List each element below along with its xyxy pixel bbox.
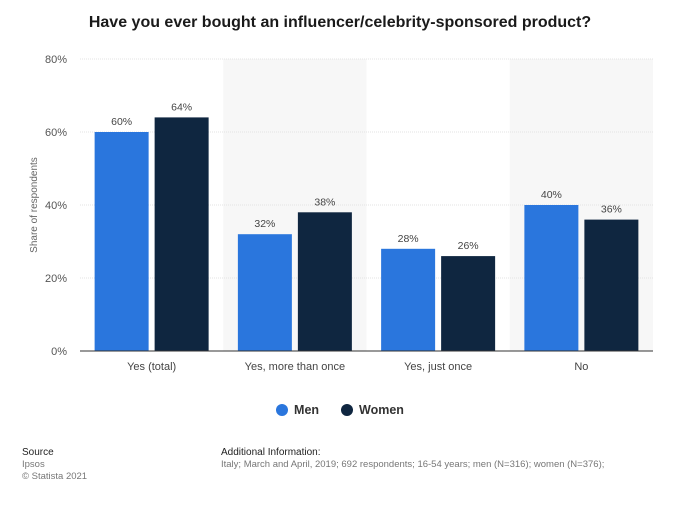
bar-women (584, 219, 639, 351)
legend-label-women: Women (359, 403, 404, 417)
y-tick-label: 20% (45, 273, 67, 285)
additional-info-block: Additional Information: Italy; March and… (221, 447, 604, 471)
y-tick-label: 60% (45, 127, 67, 139)
bar-men (524, 205, 579, 351)
bar-men (94, 132, 149, 351)
legend-item-women[interactable]: Women (341, 403, 404, 417)
additional-info-heading: Additional Information: (221, 447, 321, 458)
data-label: 38% (314, 196, 335, 208)
chart-title: Have you ever bought an influencer/celeb… (88, 14, 592, 31)
chart-legend: Men Women (0, 403, 680, 417)
bar-men (381, 248, 436, 351)
legend-label-men: Men (294, 403, 320, 417)
data-label: 26% (458, 240, 479, 252)
y-tick-label: 0% (51, 346, 67, 358)
x-tick-label: Yes, just once (404, 361, 472, 373)
source-name[interactable]: Ipsos (22, 459, 45, 470)
x-tick-label: No (574, 361, 588, 373)
bar-women (441, 256, 496, 351)
bar-women (154, 117, 209, 352)
additional-info-text: Italy; March and April, 2019; 692 respon… (221, 459, 605, 470)
y-tick-label: 40% (45, 200, 67, 212)
y-tick-label: 80% (45, 54, 67, 66)
bar-chart: 0% 20% 40% 60% 80% Share of respondents 60% 64%… (29, 54, 653, 373)
data-label: 40% (541, 189, 562, 201)
bar-women (297, 212, 352, 351)
copyright: © Statista 2021 (22, 471, 88, 482)
data-label: 36% (601, 204, 622, 216)
source-heading: Source (22, 447, 54, 458)
bar-men (237, 234, 292, 351)
data-label: 32% (254, 218, 275, 230)
data-label: 28% (398, 233, 419, 245)
data-label: 60% (111, 116, 132, 128)
legend-dot-women (341, 404, 354, 416)
legend-item-men[interactable]: Men (276, 403, 319, 417)
source-block: Source Ipsos © Statista 2021 (22, 447, 87, 483)
y-axis-label: Share of respondents (29, 157, 40, 253)
data-label: 64% (171, 101, 192, 113)
x-tick-label: Yes, more than once (245, 361, 346, 373)
legend-dot-men (276, 404, 289, 416)
x-tick-label: Yes (total) (127, 361, 176, 373)
